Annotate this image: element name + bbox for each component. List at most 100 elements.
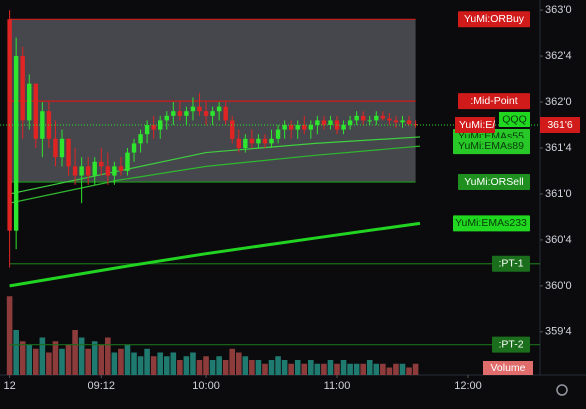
x-tick-label: 11:00 bbox=[324, 380, 351, 392]
volume-bar bbox=[32, 348, 39, 375]
candle-body bbox=[184, 111, 189, 116]
candle-body bbox=[53, 138, 58, 158]
candle-body bbox=[85, 166, 91, 176]
volume-bar bbox=[327, 360, 334, 375]
volume-bar bbox=[196, 360, 203, 375]
annotation-box bbox=[455, 117, 495, 133]
level-label: :PT-2 bbox=[498, 338, 523, 350]
settings-ring bbox=[556, 384, 568, 396]
level-label-box bbox=[492, 336, 530, 353]
volume-bar bbox=[137, 356, 144, 375]
volume-bar bbox=[98, 345, 105, 375]
candle-body bbox=[13, 56, 19, 231]
volume-bar bbox=[39, 337, 46, 375]
candle-body bbox=[92, 161, 97, 176]
volume-bar bbox=[209, 360, 216, 375]
volume-bar bbox=[19, 341, 26, 375]
candle-body bbox=[400, 120, 405, 123]
candle-body bbox=[203, 111, 209, 116]
candle-body bbox=[406, 120, 412, 125]
volume-bar bbox=[131, 352, 137, 375]
volume-bar bbox=[321, 363, 327, 375]
candle-body bbox=[295, 125, 300, 130]
ema-line bbox=[9, 145, 421, 204]
volume-bar bbox=[347, 363, 353, 375]
volume-bar bbox=[144, 348, 150, 375]
candle-body bbox=[269, 138, 274, 144]
candle-body bbox=[341, 125, 346, 130]
y-tick-label: 360'0 bbox=[545, 280, 572, 292]
candle-body bbox=[210, 111, 215, 116]
volume-bar bbox=[399, 363, 406, 375]
y-tick-label: 361'4 bbox=[545, 142, 572, 154]
volume-bar bbox=[59, 348, 65, 375]
candle-body bbox=[79, 166, 84, 176]
candle-body bbox=[118, 166, 124, 171]
y-tick-label: 359'4 bbox=[545, 326, 572, 338]
volume-bar bbox=[78, 337, 85, 375]
level-label: :Mid-Point bbox=[470, 95, 517, 107]
volume-bar bbox=[150, 356, 157, 375]
symbol-box bbox=[499, 112, 530, 127]
volume-bar bbox=[366, 360, 373, 375]
volume-bar bbox=[373, 363, 380, 375]
volume-bar bbox=[229, 348, 236, 375]
ema-label: YuMi:EMAs233 bbox=[455, 217, 527, 229]
volume-bar bbox=[242, 356, 249, 375]
level-label: :PT-1 bbox=[498, 258, 523, 270]
volume-bar bbox=[163, 356, 170, 375]
symbol: QQQ bbox=[502, 113, 527, 125]
volume-bar bbox=[65, 345, 72, 375]
x-tick-label: 12 bbox=[3, 380, 15, 392]
volume-bar bbox=[72, 330, 78, 375]
level-label-box bbox=[458, 173, 530, 190]
volume-bar bbox=[85, 348, 91, 375]
annotation: YuMi:E/ bbox=[459, 119, 495, 131]
volume-bar bbox=[13, 330, 19, 375]
volume-bar bbox=[262, 363, 268, 375]
volume-bar bbox=[386, 367, 393, 375]
last-price-box bbox=[540, 117, 580, 133]
volume-bar bbox=[190, 352, 196, 375]
volume-bar bbox=[308, 360, 314, 375]
candle-body bbox=[144, 125, 150, 135]
candle-body bbox=[374, 115, 379, 121]
ema-label: YuMi:EMAs89 bbox=[458, 140, 524, 152]
volume-bar bbox=[91, 341, 98, 375]
ema-line bbox=[9, 136, 420, 195]
candle-body bbox=[105, 166, 111, 176]
settings-icon[interactable] bbox=[556, 384, 568, 396]
candle-body bbox=[112, 166, 117, 176]
volume-bar bbox=[216, 356, 222, 375]
level-label: YuMi:ORBuy bbox=[464, 13, 525, 25]
candle-body bbox=[66, 138, 71, 167]
volume-bar bbox=[268, 360, 275, 375]
candle-body bbox=[321, 120, 327, 125]
candle-body bbox=[190, 106, 196, 112]
volume-bar bbox=[301, 363, 308, 375]
ema-label-box bbox=[453, 215, 530, 232]
volume-bar bbox=[281, 360, 288, 375]
volume-bar bbox=[380, 363, 386, 375]
candle-body bbox=[249, 138, 255, 144]
volume-bar bbox=[275, 356, 281, 375]
volume-bar bbox=[52, 341, 59, 375]
volume-bar bbox=[111, 352, 118, 375]
level-label-box bbox=[492, 255, 530, 272]
volume-bar bbox=[183, 356, 190, 375]
y-tick-label: 361'0 bbox=[545, 188, 572, 200]
candle-body bbox=[328, 120, 333, 125]
candle-body bbox=[20, 56, 25, 121]
candle-body bbox=[177, 111, 183, 116]
candle-body bbox=[72, 166, 78, 176]
candle-body bbox=[315, 120, 320, 125]
volume-bar bbox=[255, 360, 262, 375]
candle-body bbox=[125, 152, 130, 171]
candle-body bbox=[171, 111, 176, 116]
candle-body bbox=[131, 143, 137, 153]
plot bbox=[6, 10, 540, 375]
volume-bar bbox=[288, 363, 294, 375]
candle-body bbox=[413, 124, 418, 126]
y-tick-label: 363'0 bbox=[545, 4, 572, 16]
